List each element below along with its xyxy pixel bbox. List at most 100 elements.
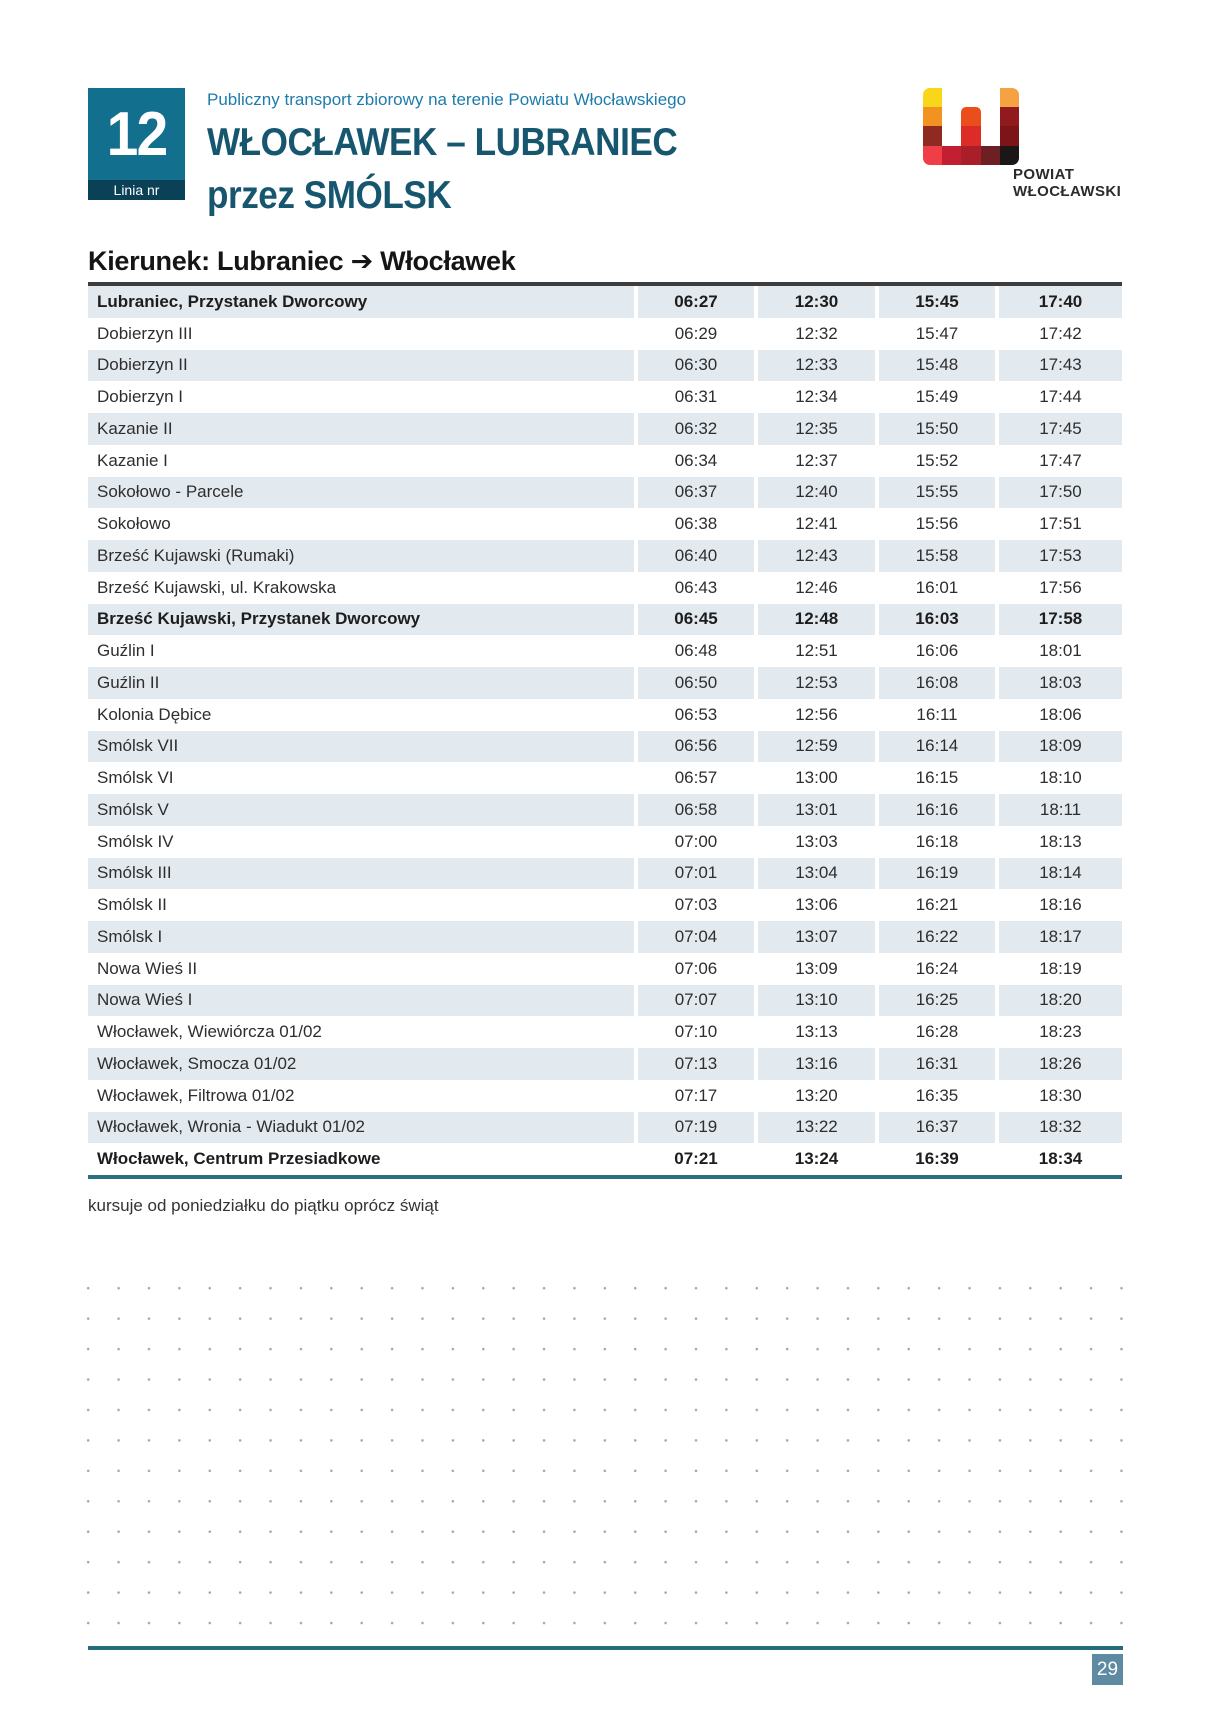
table-row: Smólsk II 07:03 13:06 16:21 18:16 bbox=[88, 889, 1122, 921]
table-row: Włocławek, Centrum Przesiadkowe 07:21 13:2… bbox=[88, 1143, 1122, 1175]
page-number-badge: 29 bbox=[1092, 1654, 1123, 1685]
time-cell: 17:42 bbox=[1039, 323, 1082, 343]
stop-name-cell: Lubraniec, Przystanek Dworcowy bbox=[88, 286, 634, 318]
time-cell: 16:22 bbox=[879, 921, 995, 953]
stop-name-cell: Włocławek, Wiewiórcza 01/02 bbox=[97, 1022, 322, 1042]
time-cell: 17:53 bbox=[999, 540, 1122, 572]
time-cell: 18:06 bbox=[1039, 704, 1082, 724]
time-cell: 16:03 bbox=[879, 603, 995, 636]
route-subtitle: Publiczny transport zbiorowy na terenie … bbox=[207, 90, 687, 109]
stop-name-cell: Guźlin I bbox=[97, 641, 155, 661]
powiat-logo-text-line1: POWIAT bbox=[1013, 166, 1075, 183]
time-cell: 15:50 bbox=[879, 413, 995, 445]
time-cell: 07:01 bbox=[638, 857, 754, 890]
table-row: Kazanie I 06:34 12:37 15:52 17:47 bbox=[88, 445, 1122, 477]
stop-name-cell: Smólsk I bbox=[88, 921, 634, 953]
time-cell: 17:43 bbox=[999, 349, 1122, 382]
time-cell: 07:07 bbox=[638, 984, 754, 1017]
stop-name-cell: Sokołowo bbox=[97, 514, 171, 534]
time-cell: 16:18 bbox=[915, 831, 959, 851]
table-row: Brześć Kujawski, Przystanek Dworcowy 06:4… bbox=[88, 603, 1122, 636]
time-cell: 18:34 bbox=[1038, 1149, 1083, 1169]
time-cell: 12:41 bbox=[795, 514, 838, 534]
time-cell: 17:58 bbox=[999, 603, 1122, 636]
time-cell: 16:28 bbox=[915, 1022, 959, 1042]
stop-name-cell: Smólsk IV bbox=[97, 831, 174, 851]
table-row: Smólsk IV 07:00 13:03 16:18 18:13 bbox=[88, 826, 1122, 858]
time-cell: 13:24 bbox=[794, 1149, 839, 1169]
stop-name-cell: Dobierzyn I bbox=[97, 387, 183, 407]
time-cell: 18:09 bbox=[999, 730, 1122, 763]
line-number-badge: 12 Linia nr bbox=[88, 88, 185, 200]
time-cell: 06:32 bbox=[638, 413, 754, 445]
time-cell: 18:14 bbox=[999, 857, 1122, 890]
table-row: Smólsk V 06:58 13:01 16:16 18:11 bbox=[88, 794, 1122, 826]
time-cell: 06:56 bbox=[638, 730, 754, 763]
time-cell: 06:50 bbox=[638, 667, 754, 699]
logo-block bbox=[999, 107, 1019, 127]
time-cell: 16:06 bbox=[915, 641, 959, 661]
table-row: Dobierzyn I 06:31 12:34 15:49 17:44 bbox=[88, 381, 1122, 413]
stop-name-cell: Kazanie I bbox=[97, 450, 168, 470]
logo-block bbox=[999, 145, 1019, 165]
time-cell: 12:51 bbox=[795, 641, 838, 661]
logo-block bbox=[999, 88, 1019, 108]
time-cell: 13:20 bbox=[795, 1085, 838, 1105]
stop-name-cell: Sokołowo - Parcele bbox=[88, 476, 634, 509]
stop-name-cell: Brześć Kujawski, ul. Krakowska bbox=[97, 577, 337, 597]
time-cell: 15:58 bbox=[879, 540, 995, 572]
time-cell: 13:01 bbox=[758, 794, 875, 826]
time-cell: 12:46 bbox=[795, 577, 838, 597]
table-row: Włocławek, Wronia - Wiadukt 01/02 07:19 13… bbox=[88, 1111, 1122, 1144]
time-cell: 13:04 bbox=[758, 857, 875, 890]
time-cell: 16:11 bbox=[916, 704, 958, 724]
time-cell: 15:47 bbox=[915, 323, 959, 343]
table-row: Dobierzyn II 06:30 12:33 15:48 17:43 bbox=[88, 349, 1122, 382]
time-cell: 18:03 bbox=[999, 667, 1122, 699]
table-row: Kolonia Dębice 06:53 12:56 16:11 18:06 bbox=[88, 699, 1122, 731]
time-cell: 18:23 bbox=[1039, 1022, 1082, 1042]
powiat-logo-text: POWIAT WŁOCŁAWSKI bbox=[1013, 166, 1121, 200]
time-cell: 07:19 bbox=[638, 1111, 754, 1144]
time-cell: 07:04 bbox=[638, 921, 754, 953]
line-number-label: Linia nr bbox=[88, 180, 185, 200]
table-row: Dobierzyn III 06:29 12:32 15:47 17:42 bbox=[88, 318, 1122, 350]
time-cell: 17:45 bbox=[999, 413, 1122, 445]
time-cell: 06:53 bbox=[674, 704, 718, 724]
time-cell: 18:01 bbox=[1039, 641, 1082, 661]
table-row: Brześć Kujawski (Rumaki) 06:40 12:43 15:58 1… bbox=[88, 540, 1122, 572]
table-row: Smólsk I 07:04 13:07 16:22 18:17 bbox=[88, 921, 1122, 953]
stop-name-cell: Smólsk VI bbox=[97, 768, 174, 788]
time-cell: 15:52 bbox=[915, 450, 959, 470]
time-cell: 07:17 bbox=[674, 1085, 718, 1105]
time-cell: 13:06 bbox=[795, 895, 838, 915]
time-cell: 16:19 bbox=[879, 857, 995, 890]
time-cell: 13:13 bbox=[795, 1022, 838, 1042]
time-cell: 12:32 bbox=[795, 323, 838, 343]
time-cell: 16:21 bbox=[915, 895, 959, 915]
time-cell: 13:03 bbox=[795, 831, 838, 851]
stop-name-cell: Kolonia Dębice bbox=[97, 704, 212, 724]
time-cell: 17:44 bbox=[1039, 387, 1082, 407]
stop-name-cell: Nowa Wieś II bbox=[97, 958, 198, 978]
table-row: Smólsk III 07:01 13:04 16:19 18:14 bbox=[88, 857, 1122, 890]
time-cell: 07:21 bbox=[674, 1149, 718, 1169]
logo-block bbox=[923, 88, 943, 108]
stop-name-cell: Smólsk II bbox=[97, 895, 167, 915]
time-cell: 17:56 bbox=[1039, 577, 1082, 597]
table-row: Sokołowo - Parcele 06:37 12:40 15:55 17:50 bbox=[88, 476, 1122, 509]
powiat-logo-text-line2: WŁOCŁAWSKI bbox=[1013, 183, 1122, 200]
stop-name-cell: Smólsk VII bbox=[88, 730, 634, 763]
time-cell: 12:34 bbox=[795, 387, 838, 407]
table-row: Włocławek, Wiewiórcza 01/02 07:10 13:13 16:… bbox=[88, 1016, 1122, 1048]
time-cell: 16:01 bbox=[915, 577, 959, 597]
time-cell: 13:07 bbox=[758, 921, 875, 953]
time-cell: 12:33 bbox=[758, 349, 875, 382]
stop-name-cell: Dobierzyn II bbox=[88, 349, 634, 382]
time-cell: 06:43 bbox=[674, 577, 718, 597]
logo-block bbox=[923, 145, 943, 165]
stop-name-cell: Włocławek, Wronia - Wiadukt 01/02 bbox=[88, 1111, 634, 1144]
time-cell: 12:40 bbox=[758, 476, 875, 509]
route-title-line1: WŁOCŁAWEK – LUBRANIEC bbox=[207, 121, 678, 164]
time-cell: 16:16 bbox=[879, 794, 995, 826]
